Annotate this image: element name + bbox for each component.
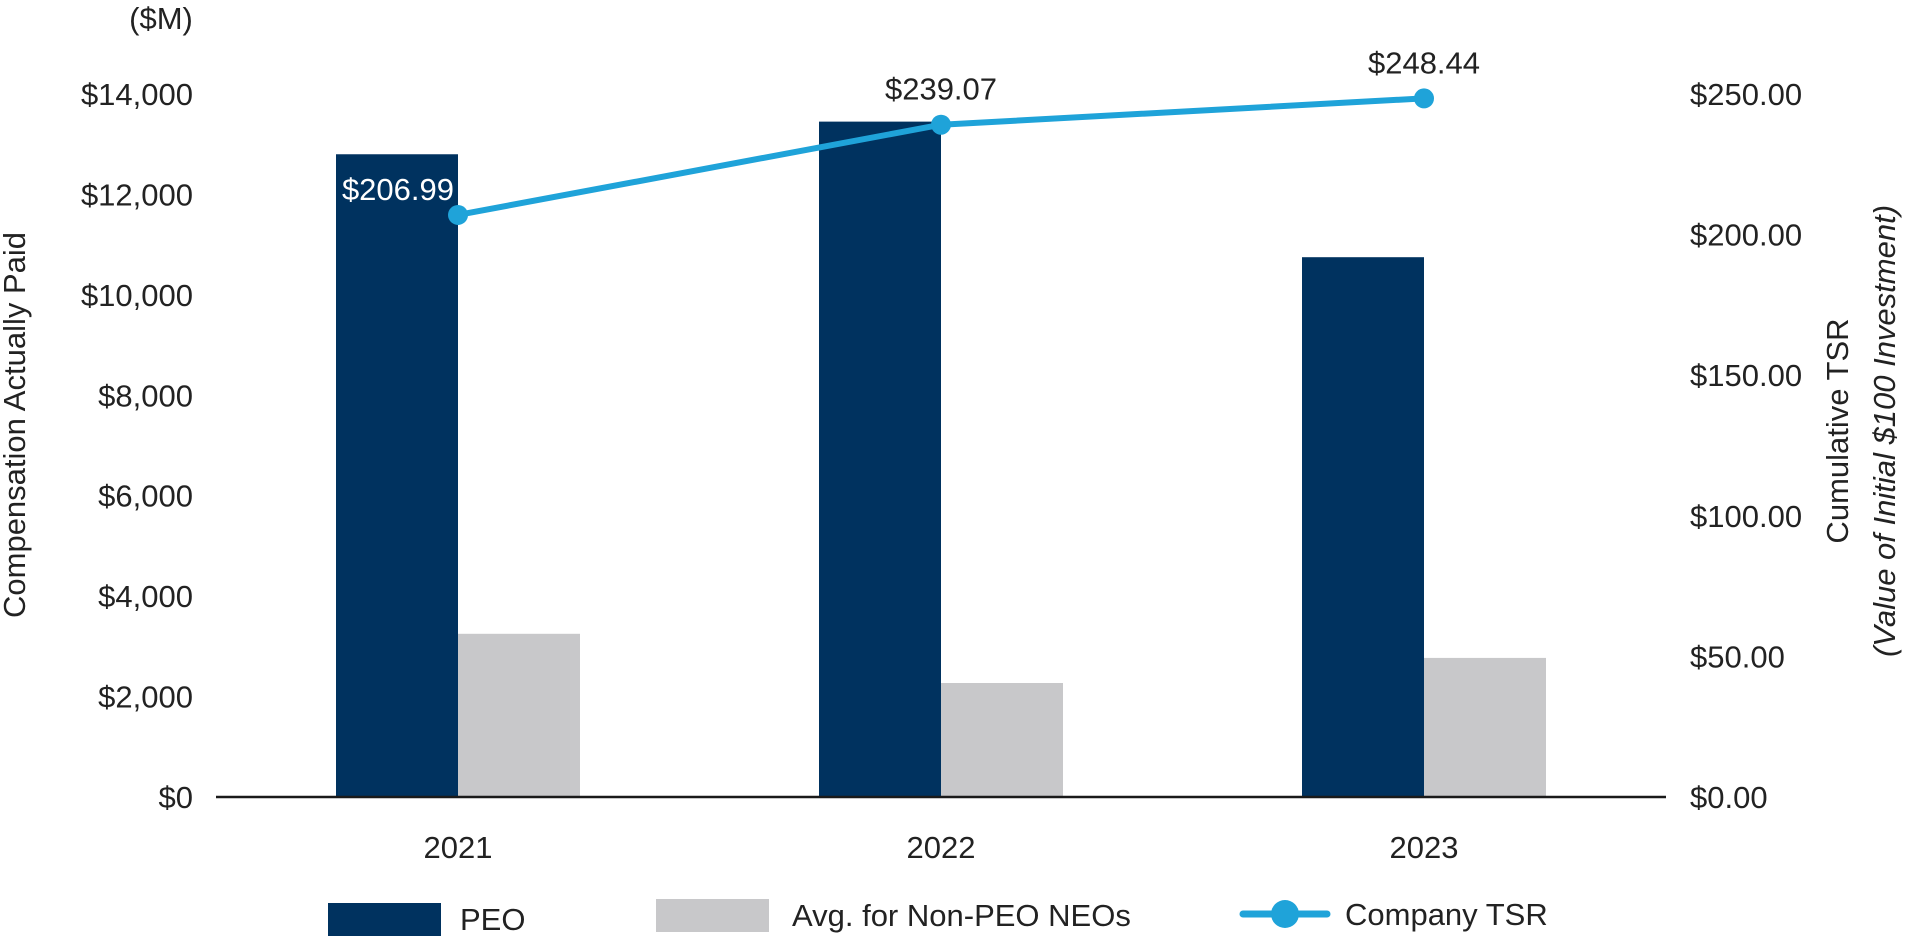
y2-tick-label: $0.00 bbox=[1690, 780, 1768, 815]
bar-non-peo-neo bbox=[1424, 657, 1546, 797]
y2-tick-label: $250.00 bbox=[1690, 77, 1802, 112]
tsr-data-label: $206.99 bbox=[342, 172, 454, 207]
legend-swatch-non-peo bbox=[656, 899, 769, 932]
tsr-data-label: $239.07 bbox=[885, 72, 997, 107]
tsr-point bbox=[931, 114, 951, 135]
y2-axis-subtitle: (Value of Initial $100 Investment) bbox=[1867, 205, 1902, 657]
left-axis-ticks: $0 $2,000 $4,000 $6,000 $8,000 $10,000 $12,000… bbox=[81, 77, 193, 815]
y2-tick-label: $200.00 bbox=[1690, 218, 1802, 253]
y-tick-label: $10,000 bbox=[81, 278, 193, 313]
x-tick-label: 2022 bbox=[907, 830, 976, 865]
y-tick-label: $6,000 bbox=[98, 479, 193, 514]
y-tick-label: $4,000 bbox=[98, 579, 193, 614]
y-tick-label: $12,000 bbox=[81, 177, 193, 212]
y2-axis-title: Cumulative TSR bbox=[1820, 318, 1855, 543]
tsr-data-label: $248.44 bbox=[1368, 45, 1480, 80]
legend: PEO Avg. for Non-PEO NEOs Company TSR bbox=[328, 897, 1548, 936]
bar-non-peo-neo bbox=[941, 683, 1063, 797]
x-axis-ticks: 2021 2022 2023 bbox=[424, 830, 1459, 865]
y-tick-label: $14,000 bbox=[81, 77, 193, 112]
legend-swatch-tsr-marker bbox=[1271, 900, 1299, 928]
y2-tick-label: $150.00 bbox=[1690, 358, 1802, 393]
right-axis-ticks: $0.00 $50.00 $100.00 $150.00 $200.00 $250.00 bbox=[1690, 77, 1802, 815]
legend-label-tsr: Company TSR bbox=[1345, 897, 1548, 932]
y-axis-title: Compensation Actually Paid bbox=[0, 232, 32, 618]
y2-tick-label: $100.00 bbox=[1690, 499, 1802, 534]
y-tick-label: $8,000 bbox=[98, 378, 193, 413]
legend-label-non-peo: Avg. for Non-PEO NEOs bbox=[792, 898, 1131, 933]
y-axis-unit-label: ($M) bbox=[129, 1, 193, 36]
x-tick-label: 2023 bbox=[1390, 830, 1459, 865]
company-tsr-series: $206.99 $239.07 $248.44 bbox=[342, 45, 1480, 225]
legend-swatch-peo bbox=[328, 903, 441, 936]
bar-peo bbox=[819, 121, 941, 797]
bar-non-peo-neo bbox=[458, 633, 580, 797]
y-tick-label: $2,000 bbox=[98, 680, 193, 715]
bars bbox=[336, 121, 1546, 798]
bar-peo bbox=[1302, 257, 1424, 798]
x-tick-label: 2021 bbox=[424, 830, 493, 865]
tsr-point bbox=[448, 204, 468, 225]
bar-peo bbox=[336, 154, 458, 797]
y-tick-label: $0 bbox=[159, 780, 193, 815]
tsr-point bbox=[1414, 88, 1434, 109]
y2-tick-label: $50.00 bbox=[1690, 639, 1785, 674]
legend-label-peo: PEO bbox=[460, 902, 525, 936]
